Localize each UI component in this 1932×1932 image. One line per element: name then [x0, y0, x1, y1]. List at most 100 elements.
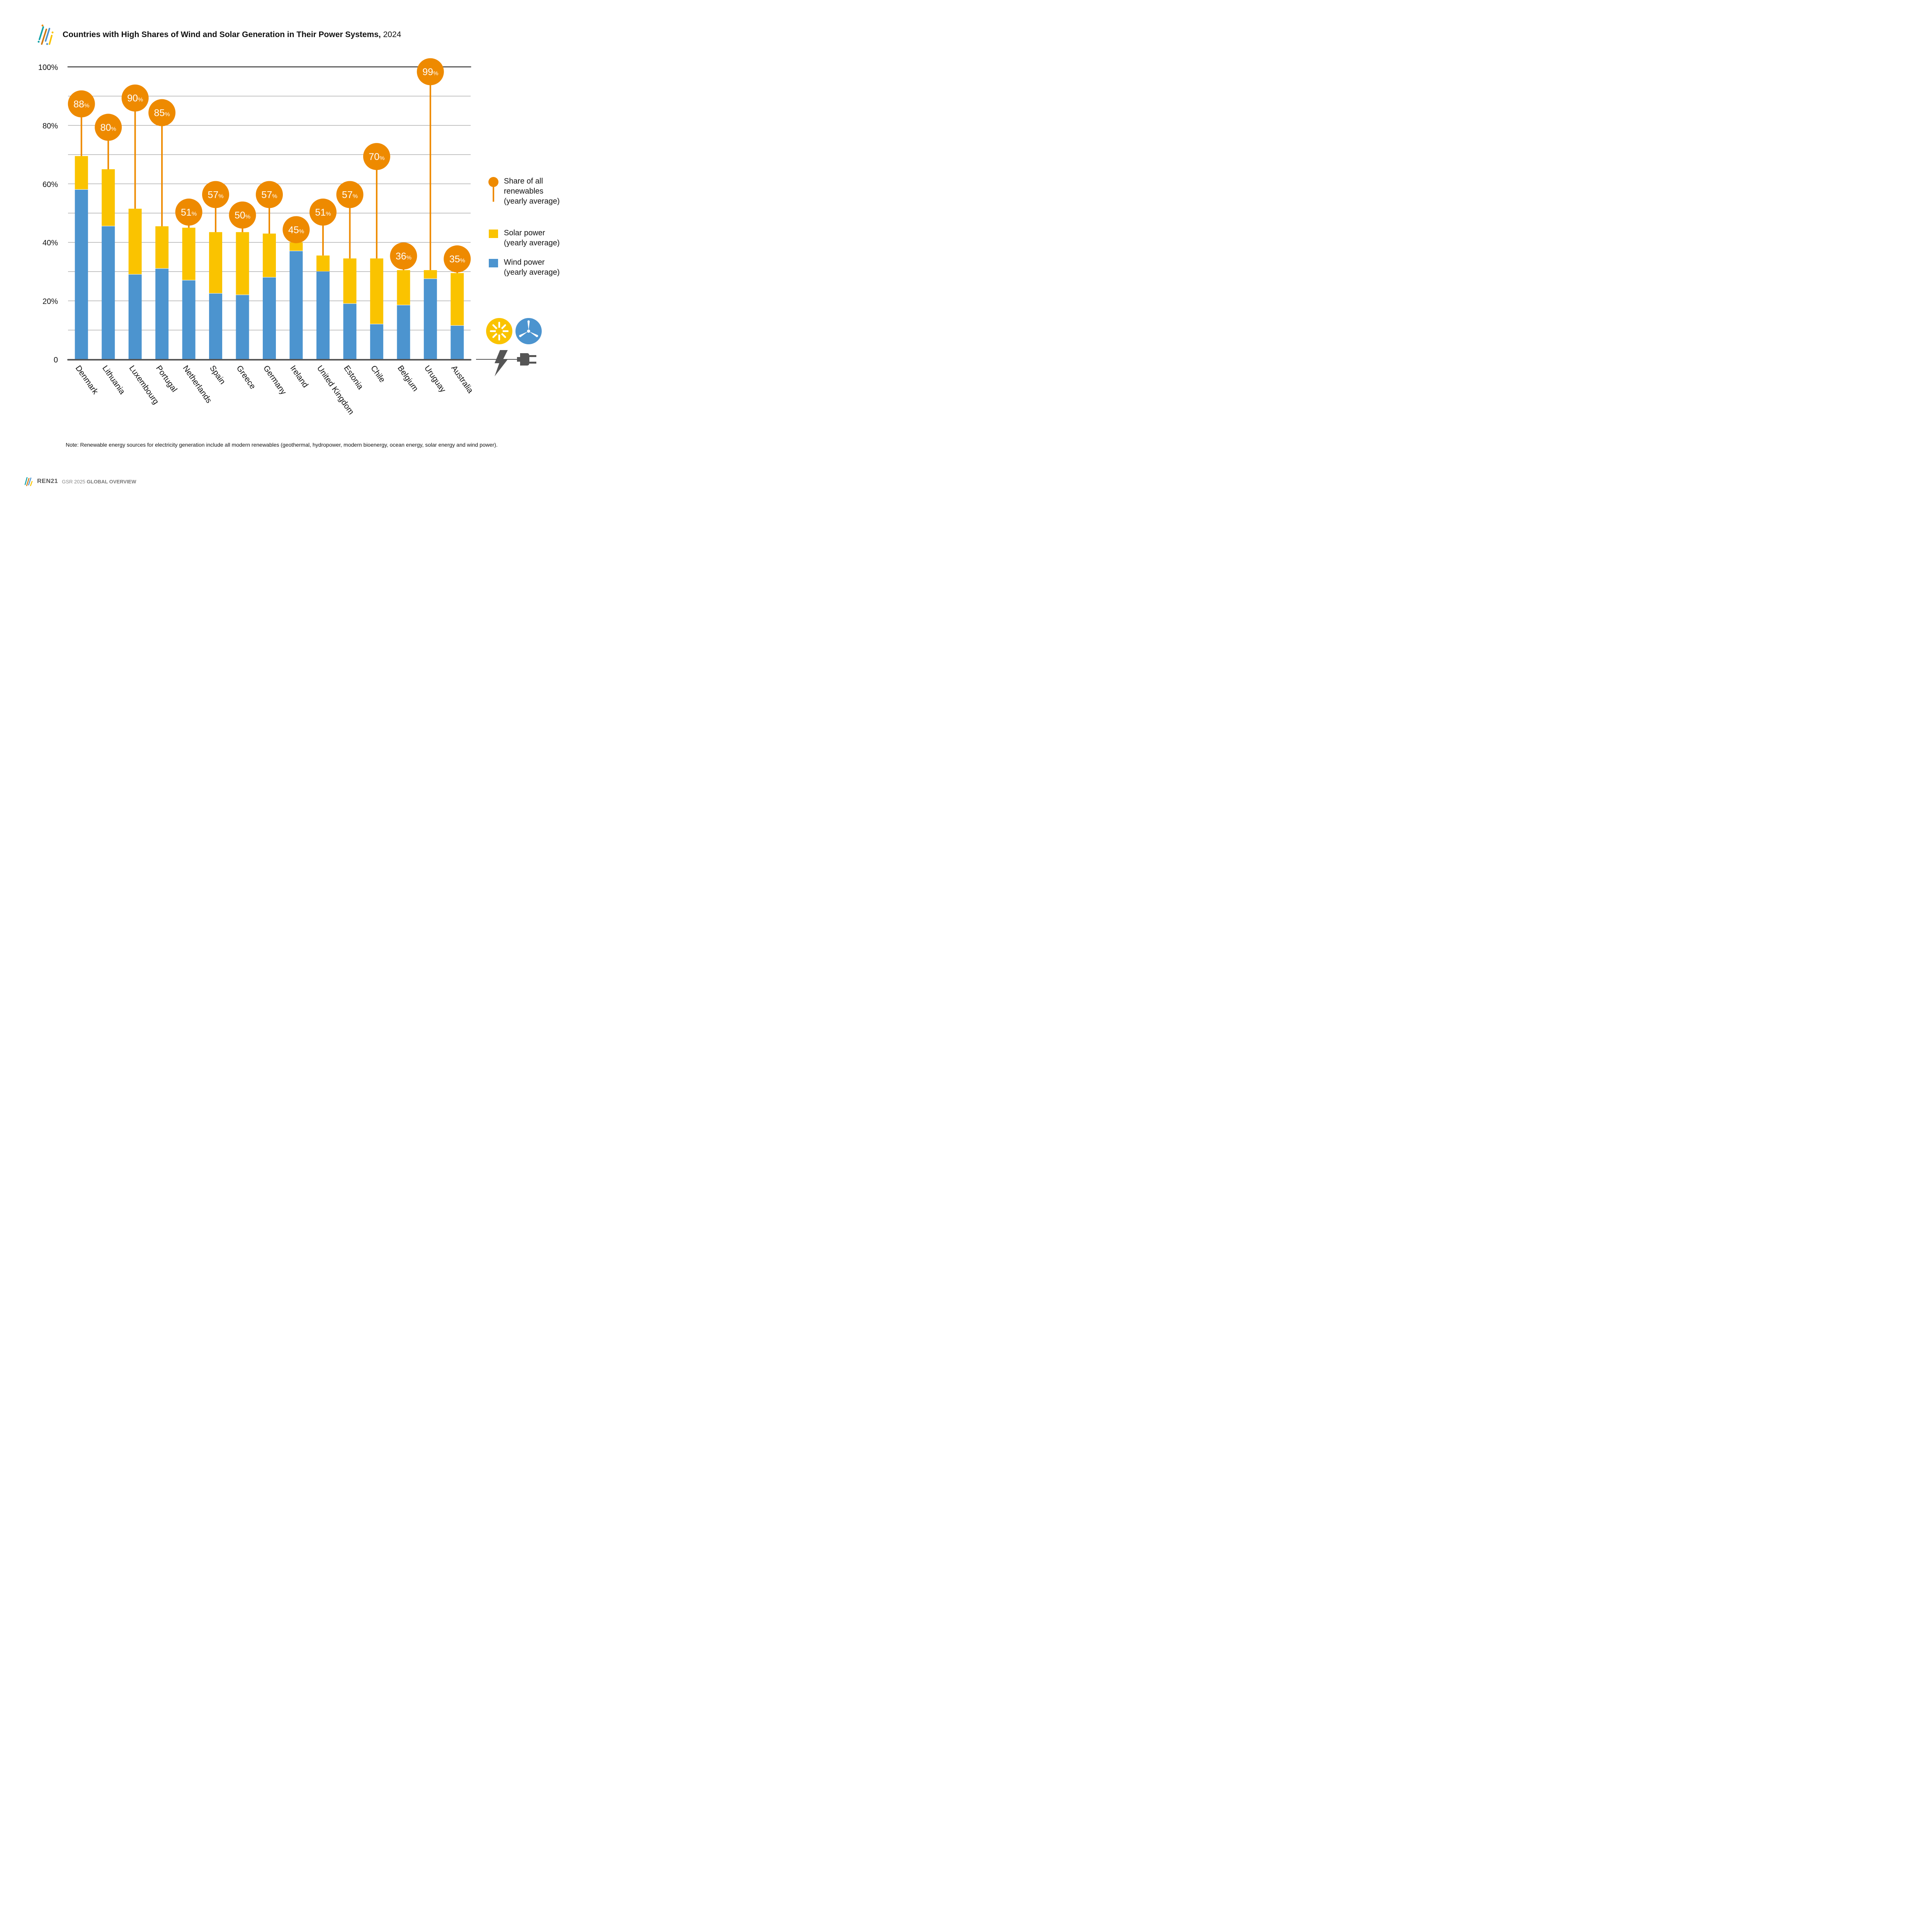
bar-wind: [209, 293, 223, 359]
bar-solar: [263, 233, 276, 277]
renewables-value-label: 57%: [261, 190, 277, 201]
y-tick-label: 40%: [43, 239, 58, 247]
bar-wind: [75, 189, 88, 359]
renewables-bubble: [95, 114, 122, 141]
renewables-bubble: [175, 198, 202, 226]
bar-solar: [236, 232, 249, 295]
decorative-icons: [476, 318, 542, 376]
chart-title-text: Countries with High Shares of Wind and S…: [63, 30, 381, 39]
chart-title: Countries with High Shares of Wind and S…: [63, 30, 401, 39]
renewables-value-label: 57%: [207, 190, 223, 201]
renewables-value-label: 57%: [342, 190, 358, 201]
wind-turbine-icon: [515, 318, 542, 344]
renewables-bubble: [309, 198, 337, 226]
x-tick-label: Germany: [262, 364, 288, 396]
bar-solar: [75, 156, 88, 189]
x-tick-label: Estonia: [342, 364, 365, 391]
bar-solar: [289, 242, 303, 251]
legend-label-wind: Wind power (yearly average): [504, 258, 560, 277]
x-tick-label: Ireland: [288, 364, 310, 389]
x-tick-label: Australia: [449, 364, 475, 395]
y-tick-label: 80%: [43, 122, 58, 130]
legend-item-wind: Wind power (yearly average): [488, 257, 560, 277]
bar-solar: [397, 270, 410, 305]
renewables-bubble: [336, 181, 364, 208]
footer-publication-section: GLOBAL OVERVIEW: [87, 478, 136, 485]
bar-wind: [316, 271, 330, 359]
wind-swatch: [489, 259, 498, 267]
bar-wind: [423, 279, 437, 359]
bar-solar: [128, 209, 142, 274]
bar-solar: [370, 258, 383, 324]
ren21-small-logo-icon: [24, 477, 33, 486]
chart-note: Note: Renewable energy sources for elect…: [66, 442, 498, 448]
x-tick-label: Denmark: [74, 364, 100, 396]
bar-solar: [209, 232, 223, 293]
renewables-value-label: 90%: [127, 93, 143, 104]
renewables-bubble: [282, 216, 310, 243]
bar-wind: [397, 305, 410, 359]
bar-wind: [155, 269, 169, 359]
bar-wind: [289, 251, 303, 359]
bar-wind: [370, 324, 383, 359]
x-tick-label: Chile: [369, 364, 387, 384]
renewables-bubble: [256, 181, 283, 208]
bar-wind: [102, 226, 115, 359]
bar-wind: [451, 325, 464, 359]
renewables-bubble: [390, 242, 417, 270]
legend-label-solar: Solar power (yearly average): [504, 229, 560, 247]
bar-wind: [182, 280, 196, 359]
lightning-bolt-icon: [495, 350, 508, 376]
chart-title-year: 2024: [383, 30, 401, 39]
x-tick-label: Greece: [235, 364, 257, 391]
x-tick-label: Spain: [208, 364, 227, 386]
bars: [75, 156, 464, 359]
bar-solar: [423, 270, 437, 279]
renewables-bubble: [148, 99, 176, 126]
renewables-value-label: 85%: [154, 108, 170, 119]
power-plug-icon: [476, 353, 536, 366]
bar-wind: [128, 274, 142, 359]
renewables-value-label: 51%: [181, 207, 197, 218]
legend-item-renewables: Share of all renewables (yearly average): [488, 176, 560, 206]
renewables-value-label: 70%: [369, 151, 384, 162]
renewables-value-label: 45%: [288, 224, 304, 235]
renewables-bubble: [444, 245, 471, 273]
y-tick-label: 60%: [43, 180, 58, 189]
x-tick-label: Belgium: [396, 364, 420, 393]
x-tick-label: Netherlands: [181, 364, 214, 405]
footer: REN21 GSR 2025 GLOBAL OVERVIEW: [24, 477, 136, 486]
renewables-bubble: [121, 84, 149, 112]
bar-solar: [343, 258, 357, 304]
solar-sun-icon: [486, 318, 512, 344]
y-tick-label: 0: [54, 356, 58, 364]
ren21-logo-icon: [37, 24, 54, 45]
renewables-markers: 88% 80% 90% 85% 51% 57% 50% 57% 45% 51% 57% 70% 36% 9…: [68, 58, 471, 273]
footer-publication-prefix: GSR 2025: [62, 478, 85, 485]
renewables-value-label: 51%: [315, 207, 331, 218]
renewables-bubble: [229, 201, 256, 229]
bar-solar: [102, 169, 115, 226]
renewables-bubble: [363, 143, 390, 170]
renewables-value-label: 36%: [396, 251, 412, 262]
y-tick-label: 20%: [43, 298, 58, 306]
lollipop-marker-icon: [488, 177, 498, 202]
bar-solar: [316, 255, 330, 271]
footer-org: REN21: [37, 478, 58, 485]
y-tick-label: 100%: [38, 63, 58, 72]
renewables-value-label: 35%: [449, 254, 465, 265]
legend-item-solar: Solar power (yearly average): [488, 228, 560, 248]
solar-swatch: [489, 230, 498, 238]
renewables-bubble: [417, 58, 444, 85]
stacked-bar-chart: 0 20% 40% 60% 80% 100% 88% 80% 90% 85% 51% 57% 50% 5…: [38, 58, 542, 417]
bar-wind: [343, 304, 357, 359]
chart-header: Countries with High Shares of Wind and S…: [36, 24, 401, 46]
bar-wind: [263, 277, 276, 359]
renewables-value-label: 88%: [73, 99, 89, 110]
x-tick-label: Portugal: [154, 364, 179, 394]
x-tick-label: Uruguay: [423, 364, 448, 395]
bar-solar: [182, 228, 196, 280]
bar-solar: [155, 226, 169, 269]
bar-solar: [451, 273, 464, 325]
